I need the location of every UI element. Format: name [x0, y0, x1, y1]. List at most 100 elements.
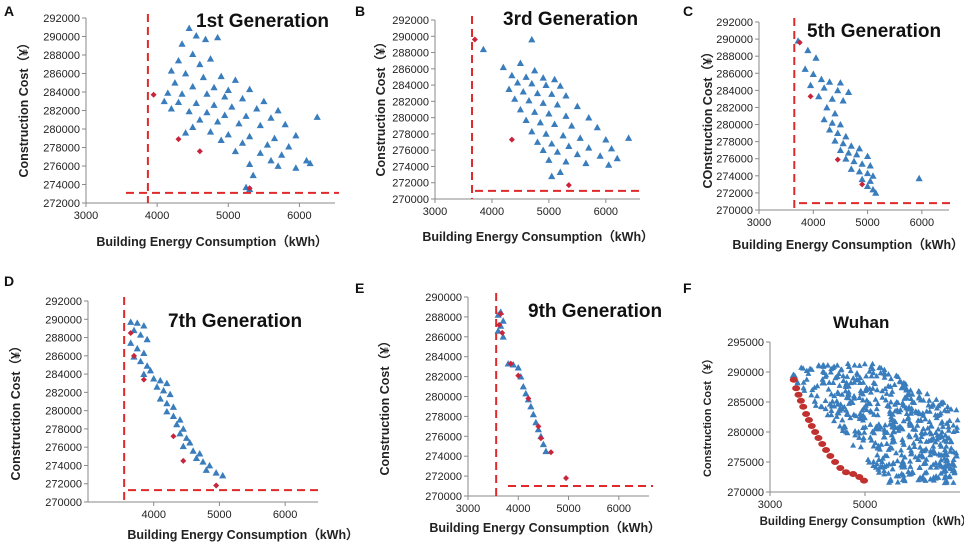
data-point-triangle	[917, 416, 924, 423]
y-tick-label: 284000	[43, 87, 80, 99]
y-tick-label: 280000	[716, 120, 753, 132]
y-axis-title: Construction Cost（¥）	[8, 340, 23, 481]
data-point-triangle	[811, 398, 818, 404]
data-point-triangle	[246, 85, 254, 93]
data-point-triangle	[166, 390, 174, 398]
data-point-triangle	[576, 134, 584, 141]
data-point-pareto	[836, 465, 845, 471]
data-point-triangle	[856, 413, 863, 420]
y-tick-label: 295000	[727, 337, 764, 349]
data-point-triangle	[937, 441, 944, 447]
data-point-triangle	[857, 410, 864, 416]
data-point-triangle	[924, 390, 931, 397]
data-point-triangle	[150, 375, 158, 382]
data-point-triangle	[826, 379, 833, 385]
data-point-triangle	[878, 441, 885, 447]
data-point-triangle	[834, 409, 841, 416]
data-point-triangle	[894, 399, 901, 405]
data-point-triangle	[814, 382, 821, 389]
panel-f-wuhan: F Wuhan Building Energy Consumption（kWh）…	[683, 280, 964, 528]
data-point-triangle	[839, 391, 846, 397]
data-point-triangle	[596, 152, 604, 159]
data-point-triangle	[920, 397, 927, 403]
data-point-triangle	[522, 73, 530, 80]
data-point-triangle	[954, 416, 961, 423]
data-point-pareto	[792, 385, 801, 392]
data-point-triangle	[828, 391, 835, 397]
data-point-triangle	[238, 94, 247, 102]
data-point-triangle	[845, 411, 852, 417]
data-point-triangle	[937, 452, 944, 458]
plot-area: 270000 272000 274000 276000 278000 280000 2820…	[392, 15, 644, 218]
y-axis-title: Construction Cost（¥）	[377, 335, 392, 476]
data-point-triangle	[828, 411, 835, 418]
data-point-triangle	[267, 114, 275, 121]
data-point-triangle	[935, 426, 942, 432]
x-axis-title: Building Energy Consumption（kWh）	[96, 234, 327, 249]
data-point-triangle	[889, 388, 896, 394]
data-point-triangle	[143, 335, 151, 343]
data-point-triangle	[516, 105, 525, 113]
data-point-triangle	[918, 447, 925, 453]
data-point-triangle	[831, 417, 838, 424]
data-point-triangle	[545, 109, 553, 117]
data-point-triangle	[920, 453, 927, 460]
data-point-triangle	[882, 421, 889, 428]
y-tick-label: 280000	[425, 392, 462, 404]
data-point-triangle	[927, 464, 934, 470]
data-point-triangle	[539, 74, 547, 81]
data-point-triangle	[199, 458, 207, 465]
data-point-triangle	[199, 73, 207, 81]
data-point-triangle	[256, 149, 264, 156]
data-point-triangle	[858, 389, 865, 395]
x-tick-label: 6000	[607, 503, 631, 515]
data-point-triangle	[602, 136, 610, 143]
x-tick-label: 5000	[556, 503, 580, 515]
data-point-triangle	[879, 458, 886, 465]
data-point-triangle	[174, 98, 183, 106]
data-point-triangle	[950, 448, 957, 455]
x-tick-label: 4000	[480, 206, 504, 218]
data-point-triangle	[923, 408, 930, 414]
data-point-diamond	[471, 36, 478, 43]
data-point-triangle	[906, 390, 913, 397]
data-point-triangle	[933, 414, 940, 421]
data-point-triangle	[828, 407, 835, 413]
data-point-triangle	[809, 70, 817, 78]
data-point-triangle	[916, 452, 923, 459]
data-point-triangle	[876, 364, 883, 370]
y-tick-label: 272000	[716, 188, 753, 200]
y-tick-label: 288000	[425, 312, 462, 324]
data-point-triangle	[856, 434, 863, 440]
data-point-triangle	[866, 161, 874, 169]
data-point-triangle	[556, 82, 564, 89]
data-point-triangle	[863, 169, 872, 177]
data-point-triangle	[894, 457, 901, 464]
data-point-diamond	[563, 475, 570, 482]
data-point-triangle	[201, 35, 210, 43]
panel-letter: B	[355, 3, 365, 19]
data-point-triangle	[831, 137, 839, 144]
data-point-triangle	[894, 406, 901, 413]
data-point-triangle	[224, 130, 232, 138]
data-point-triangle	[812, 54, 820, 61]
data-point-triangle	[246, 132, 254, 140]
data-point-triangle	[242, 112, 250, 119]
data-point-triangle	[869, 172, 877, 179]
data-point-triangle	[840, 377, 847, 383]
data-point-triangle	[866, 368, 873, 374]
data-point-triangle	[163, 379, 171, 387]
data-point-diamond	[496, 321, 503, 328]
data-point-triangle	[869, 365, 876, 372]
data-point-triangle	[178, 40, 186, 47]
data-point-triangle	[836, 120, 845, 128]
data-point-triangle	[850, 442, 857, 448]
data-point-triangle	[881, 467, 888, 474]
data-point-triangle	[904, 415, 911, 422]
data-point-triangle	[205, 461, 214, 469]
y-tick-label: 290000	[727, 367, 764, 379]
data-point-triangle	[938, 431, 945, 438]
data-point-triangle	[203, 90, 211, 97]
data-point-triangle	[822, 405, 829, 412]
data-point-diamond	[196, 148, 203, 155]
